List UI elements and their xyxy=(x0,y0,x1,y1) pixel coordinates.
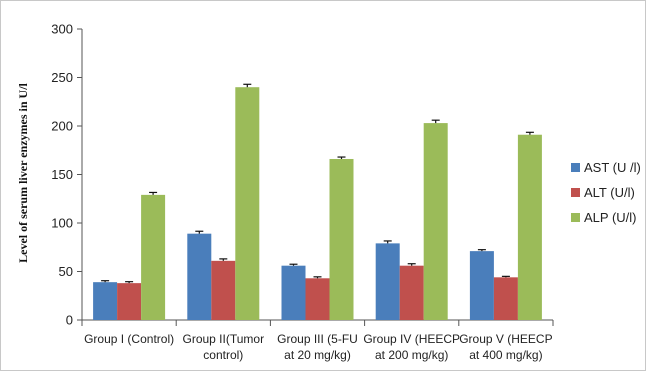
bar xyxy=(211,260,236,320)
bar xyxy=(117,283,142,320)
legend-entry: ALP (U/l) xyxy=(584,210,637,225)
x-category-label: Group II(Tumor xyxy=(183,332,265,346)
y-axis-label: Level of serum liver enzymes in U/l xyxy=(16,82,30,262)
x-category-label: at 200 mg/kg) xyxy=(375,348,448,362)
x-category-label: at 20 mg/kg) xyxy=(284,348,351,362)
legend-entry: ALT (U/l) xyxy=(584,185,635,200)
x-category-label: Group IV (HEECP xyxy=(363,332,460,346)
y-tick-label: 50 xyxy=(59,264,73,279)
x-axis: Group I (Control) Group II(Tumor control) G… xyxy=(81,319,554,362)
bar xyxy=(93,282,118,320)
bar xyxy=(423,123,448,320)
legend-entry: AST (U /l) xyxy=(584,160,641,175)
legend-swatch xyxy=(571,163,580,172)
bar xyxy=(187,233,212,320)
x-category-label: control) xyxy=(203,348,243,362)
bar xyxy=(141,194,166,320)
y-tick-label: 0 xyxy=(66,313,73,328)
y-axis: 0 50 100 150 200 250 300 xyxy=(51,22,83,328)
legend-swatch xyxy=(571,213,580,222)
bar xyxy=(305,278,330,320)
bar xyxy=(517,134,542,320)
bars xyxy=(93,87,542,320)
y-tick-label: 300 xyxy=(51,22,73,37)
error-bars xyxy=(101,83,534,284)
bar xyxy=(281,265,306,320)
x-category-label: Group III (5-FU xyxy=(277,332,358,346)
x-category-label: Group V (HEECP xyxy=(459,332,552,346)
x-category-label: at 400 mg/kg) xyxy=(469,348,542,362)
bar xyxy=(329,158,354,320)
bar xyxy=(235,87,260,320)
y-tick-label: 100 xyxy=(51,216,73,231)
bar xyxy=(375,243,400,320)
legend-swatch xyxy=(571,188,580,197)
bar xyxy=(469,251,494,320)
bar xyxy=(493,277,518,320)
y-tick-label: 150 xyxy=(51,167,73,182)
legend: AST (U /l) ALT (U/l) ALP (U/l) xyxy=(571,160,641,225)
y-tick-label: 200 xyxy=(51,119,73,134)
bar xyxy=(399,265,424,320)
y-tick-label: 250 xyxy=(51,70,73,85)
x-category-label: Group I (Control) xyxy=(84,332,174,346)
